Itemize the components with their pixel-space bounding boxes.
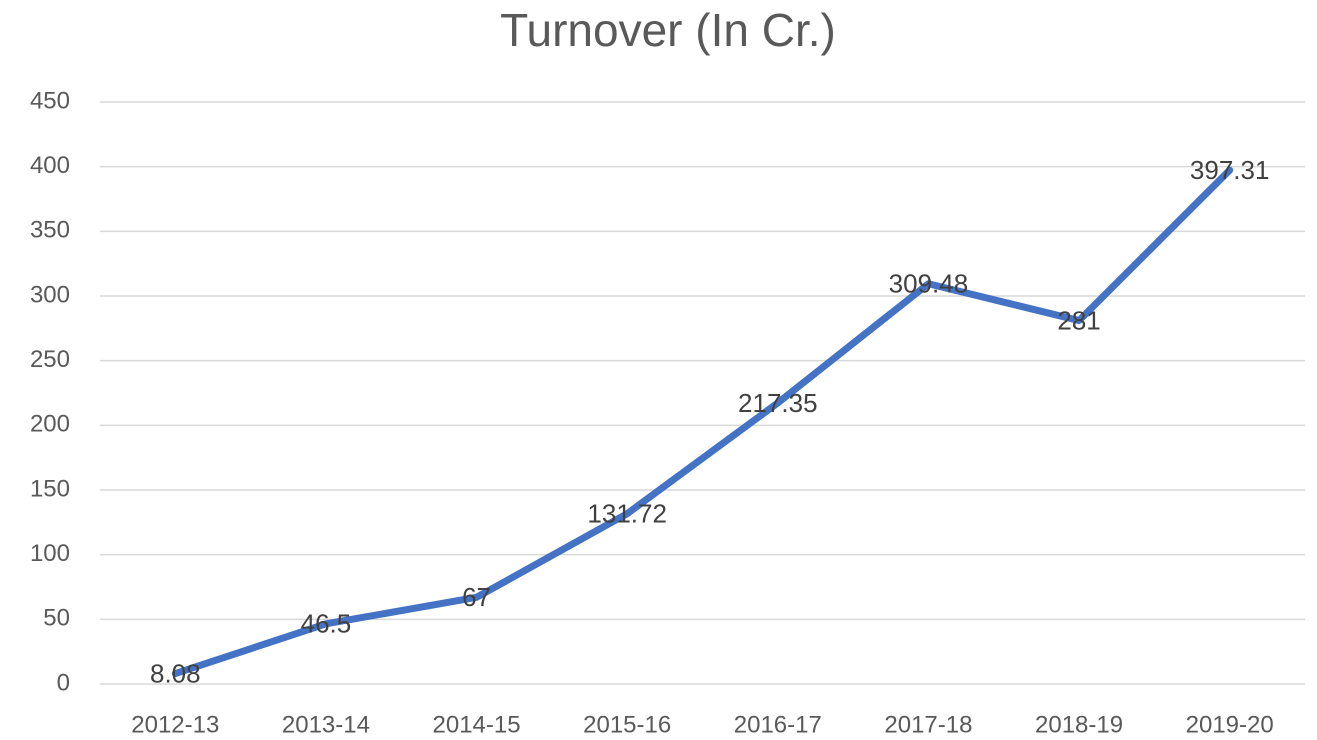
- data-label: 217.35: [738, 388, 818, 418]
- y-tick-label: 150: [30, 475, 70, 502]
- x-tick-label: 2012-13: [131, 711, 219, 738]
- y-tick-label: 100: [30, 540, 70, 567]
- x-tick-label: 2014-15: [433, 711, 521, 738]
- y-tick-label: 350: [30, 217, 70, 244]
- x-tick-label: 2015-16: [583, 711, 671, 738]
- data-label: 8.08: [150, 658, 201, 688]
- x-tick-label: 2017-18: [884, 711, 972, 738]
- y-tick-label: 250: [30, 346, 70, 373]
- y-tick-label: 400: [30, 152, 70, 179]
- x-tick-label: 2016-17: [734, 711, 822, 738]
- y-tick-label: 200: [30, 411, 70, 438]
- data-label: 309.48: [889, 269, 969, 299]
- data-label: 131.72: [587, 499, 667, 529]
- x-tick-label: 2019-20: [1186, 711, 1274, 738]
- line: [171, 166, 1234, 678]
- data-label: 67: [462, 582, 491, 612]
- y-tick-label: 450: [30, 87, 70, 114]
- chart-title: Turnover (In Cr.): [500, 4, 836, 56]
- x-tick-label: 2013-14: [282, 711, 370, 738]
- data-label: 397.31: [1190, 155, 1270, 185]
- x-tick-label: 2018-19: [1035, 711, 1123, 738]
- y-tick-label: 300: [30, 281, 70, 308]
- data-label: 281: [1057, 305, 1100, 335]
- y-tick-label: 0: [57, 669, 70, 696]
- data-label: 46.5: [301, 609, 352, 639]
- y-tick-label: 50: [43, 605, 70, 632]
